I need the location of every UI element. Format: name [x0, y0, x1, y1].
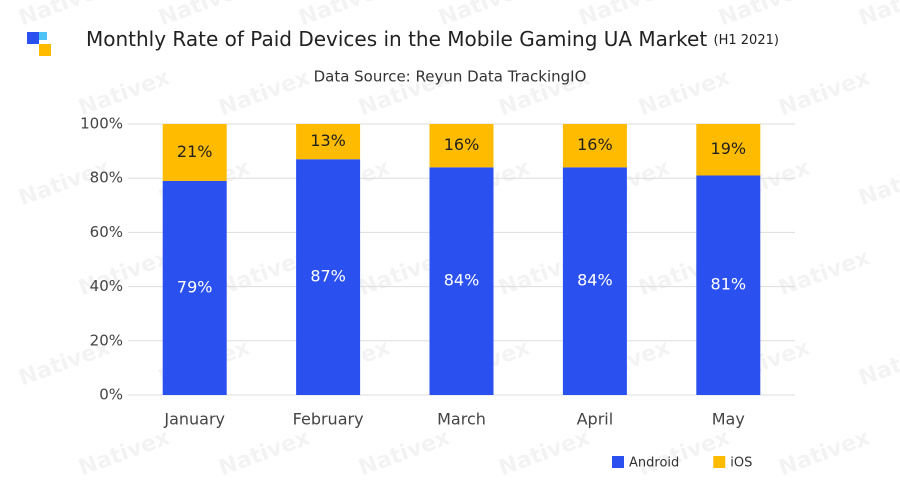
logo [27, 32, 39, 44]
logo [39, 32, 47, 40]
data-label: 84% [444, 271, 480, 290]
title-main: Monthly Rate of Paid Devices in the Mobi… [86, 27, 707, 51]
watermark: Nativex [716, 0, 814, 31]
legend-label: iOS [730, 456, 752, 471]
watermark: Nativex [496, 425, 594, 481]
bar-segment [296, 159, 361, 395]
title-note: (H1 2021) [714, 33, 779, 48]
x-tick-label: January [163, 410, 225, 429]
bar-segment [562, 124, 627, 168]
chart-title: Monthly Rate of Paid Devices in the Mobi… [86, 27, 779, 51]
x-tick-label: April [577, 410, 614, 429]
data-label: 81% [711, 275, 747, 294]
data-label: 84% [577, 271, 613, 290]
watermark: Nativex [856, 155, 900, 211]
watermark: Nativex [856, 0, 900, 31]
bar-segment [429, 124, 494, 168]
y-tick-label: 20% [90, 331, 123, 349]
legend-label: Android [629, 456, 679, 471]
x-tick-label: February [293, 410, 364, 429]
bar-segment [696, 124, 761, 176]
bar-segment [162, 124, 227, 181]
x-tick-label: May [712, 410, 745, 429]
logo [39, 44, 51, 56]
watermark: Nativex [856, 335, 900, 391]
x-tick-label: March [437, 410, 486, 429]
watermark: Nativex [76, 65, 174, 121]
data-label: 21% [177, 142, 213, 161]
y-tick-label: 100% [80, 115, 123, 133]
y-tick-label: 60% [90, 223, 123, 241]
bar-segment [162, 180, 227, 395]
legend-swatch [612, 456, 624, 468]
y-tick-label: 0% [99, 386, 123, 404]
data-label: 87% [310, 267, 346, 286]
data-label: 16% [444, 135, 480, 154]
watermark: Nativex [216, 65, 314, 121]
watermark: Nativex [636, 425, 734, 481]
data-label: 79% [177, 277, 213, 296]
watermark: Nativex [636, 65, 734, 121]
data-label: 19% [711, 139, 747, 158]
y-tick-label: 40% [90, 277, 123, 295]
chart-subtitle: Data Source: Reyun Data TrackingIO [314, 68, 587, 86]
watermark: Nativex [76, 425, 174, 481]
bar-segment [296, 124, 361, 160]
watermark: Nativex [216, 425, 314, 481]
data-label: 16% [577, 135, 613, 154]
bar-segment [562, 167, 627, 395]
watermark: Nativex [776, 245, 874, 301]
bar-segment [696, 175, 761, 395]
watermark: Nativex [776, 425, 874, 481]
watermark: Nativex [776, 65, 874, 121]
watermark: Nativex [356, 425, 454, 481]
data-label: 13% [310, 131, 346, 150]
y-tick-label: 80% [90, 169, 123, 187]
bar-segment [429, 167, 494, 395]
legend-swatch [713, 456, 726, 468]
